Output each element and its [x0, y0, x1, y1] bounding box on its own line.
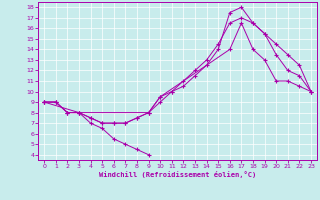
X-axis label: Windchill (Refroidissement éolien,°C): Windchill (Refroidissement éolien,°C): [99, 171, 256, 178]
